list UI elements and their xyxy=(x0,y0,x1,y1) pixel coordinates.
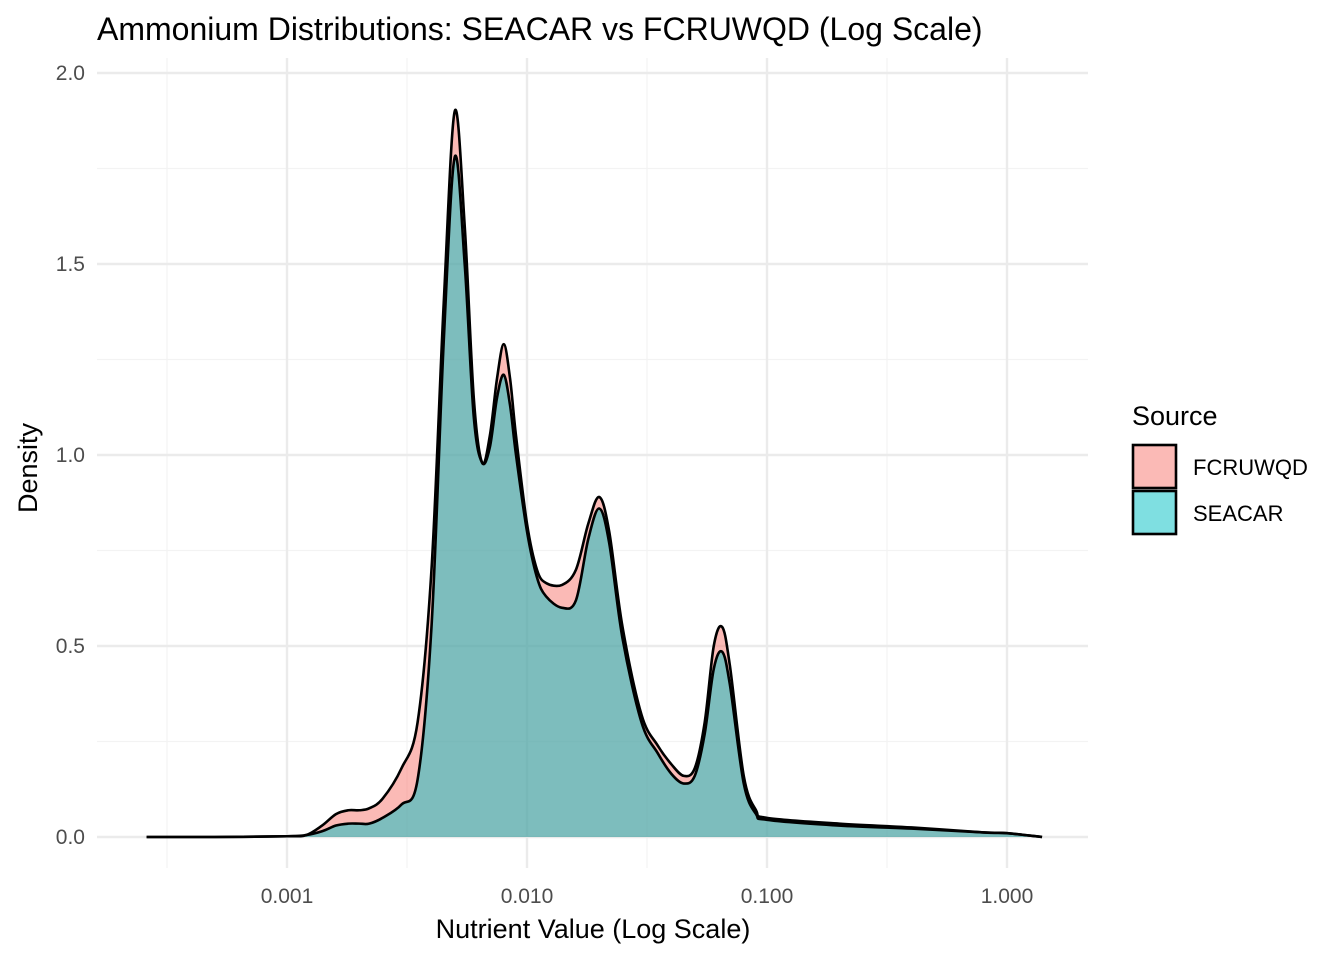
y-tick-label: 2.0 xyxy=(56,62,85,85)
y-axis-title: Density xyxy=(13,422,43,513)
legend-label-seacar: SEACAR xyxy=(1193,501,1283,526)
y-tick-label: 0.5 xyxy=(56,635,85,658)
legend-key-fcruwqd xyxy=(1131,443,1178,490)
x-tick-label: 0.100 xyxy=(741,885,794,908)
y-axis-ticks: 0.0 0.5 1.0 1.5 2.0 xyxy=(56,62,85,849)
legend-title: Source xyxy=(1132,401,1218,431)
x-tick-label: 0.001 xyxy=(261,885,314,908)
density-series xyxy=(146,108,1043,839)
x-axis-ticks: 0.001 0.010 0.100 1.000 xyxy=(261,885,1034,908)
y-tick-label: 1.0 xyxy=(56,444,85,467)
legend-label-fcruwqd: FCRUWQD xyxy=(1193,455,1308,480)
legend-key-seacar xyxy=(1131,489,1178,536)
legend: Source FCRUWQD SEACAR xyxy=(1131,401,1308,536)
y-tick-label: 0.0 xyxy=(56,826,85,849)
x-tick-label: 0.010 xyxy=(501,885,554,908)
chart-title: Ammonium Distributions: SEACAR vs FCRUWQ… xyxy=(97,11,983,47)
density-line-seacar xyxy=(146,154,1043,839)
x-tick-label: 1.000 xyxy=(981,885,1034,908)
x-axis-title: Nutrient Value (Log Scale) xyxy=(436,914,751,944)
y-tick-label: 1.5 xyxy=(56,253,85,276)
density-area-seacar xyxy=(146,155,1043,837)
